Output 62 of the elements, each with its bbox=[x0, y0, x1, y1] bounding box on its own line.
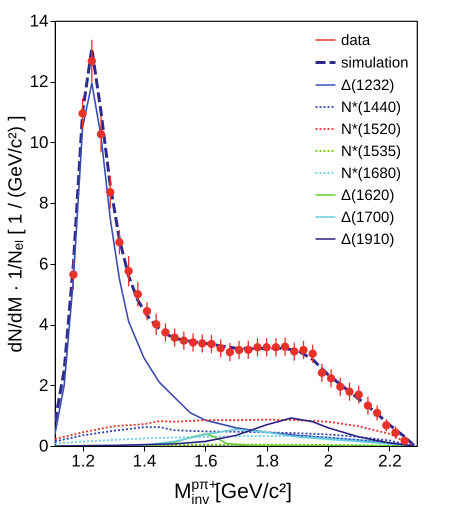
y-tick-label: 4 bbox=[39, 315, 48, 334]
x-tick-label: 2.2 bbox=[378, 452, 402, 470]
point bbox=[308, 350, 317, 358]
point bbox=[216, 344, 225, 352]
point bbox=[106, 188, 114, 196]
point bbox=[400, 436, 409, 446]
point bbox=[124, 266, 133, 276]
point bbox=[336, 382, 344, 391]
point bbox=[299, 346, 308, 354]
point bbox=[88, 56, 96, 66]
point bbox=[180, 336, 188, 345]
legend-label: N*(1520) bbox=[341, 121, 402, 138]
y-tick-label: 0 bbox=[39, 436, 48, 456]
point bbox=[69, 270, 78, 279]
point bbox=[170, 333, 179, 342]
legend-label: Δ(1910) bbox=[341, 231, 394, 248]
point bbox=[318, 368, 326, 378]
legend-label: simulation bbox=[341, 54, 409, 72]
x-tick-label: 1.4 bbox=[132, 452, 156, 470]
x-tick-label: 1.2 bbox=[71, 452, 95, 470]
point bbox=[280, 342, 290, 351]
y-tick-label: 8 bbox=[39, 194, 48, 213]
x-tick-label: 2 bbox=[324, 452, 334, 470]
point bbox=[234, 346, 244, 354]
point bbox=[244, 346, 252, 354]
point bbox=[188, 338, 198, 347]
legend-label: N*(1680) bbox=[341, 165, 402, 182]
y-tick-label: 14 bbox=[30, 12, 48, 30]
legend-label: N*(1535) bbox=[341, 143, 402, 160]
y-axis-title: dN/dM · 1/Nₑₗ [ 1 / (GeV/c²) ] bbox=[6, 115, 27, 353]
point bbox=[272, 343, 280, 352]
point bbox=[345, 387, 354, 396]
point bbox=[78, 109, 87, 118]
legend-label: Δ(1700) bbox=[341, 209, 394, 226]
point bbox=[253, 343, 262, 352]
point bbox=[207, 340, 216, 348]
legend-label: Δ(1232) bbox=[341, 77, 394, 94]
point bbox=[161, 328, 170, 337]
x-tick-label: 1.6 bbox=[194, 452, 218, 470]
legend-label: N*(1440) bbox=[341, 99, 402, 116]
point bbox=[372, 408, 382, 418]
point bbox=[152, 320, 160, 328]
point bbox=[198, 339, 206, 348]
legend-label: data bbox=[341, 32, 371, 49]
x-tick-label: 1.8 bbox=[255, 452, 279, 470]
y-tick-label: 10 bbox=[30, 132, 48, 152]
point bbox=[142, 307, 152, 316]
y-tick-label: 6 bbox=[39, 254, 48, 274]
point bbox=[326, 374, 336, 382]
point bbox=[115, 238, 124, 246]
legend-label: Δ(1620) bbox=[341, 187, 394, 204]
point bbox=[354, 390, 363, 399]
point bbox=[96, 130, 106, 138]
y-tick-label: 12 bbox=[30, 72, 48, 92]
y-tick-label: 2 bbox=[39, 376, 48, 395]
point bbox=[290, 347, 298, 356]
point bbox=[382, 421, 391, 430]
point bbox=[226, 348, 234, 356]
point bbox=[262, 343, 271, 352]
point bbox=[391, 428, 400, 437]
point bbox=[364, 401, 372, 410]
point bbox=[134, 290, 142, 298]
